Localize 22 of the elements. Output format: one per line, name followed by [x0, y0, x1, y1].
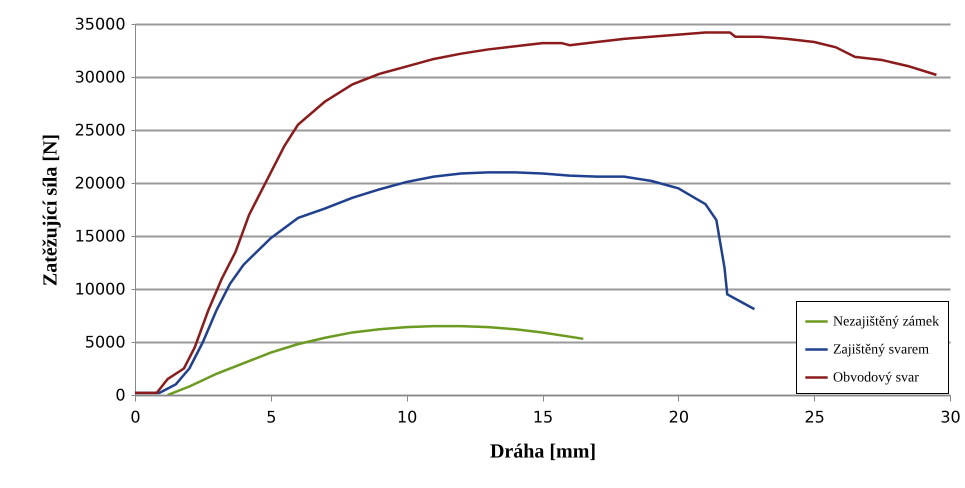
line-series — [166, 324, 584, 395]
y-tick-label: 15000 — [74, 226, 126, 246]
x-tick-label: 5 — [266, 408, 276, 426]
y-tick-label: 0 — [115, 386, 126, 404]
x-tick-label: 25 — [804, 408, 825, 426]
y-tick-label: 25000 — [74, 120, 126, 140]
x-tick-label: 15 — [532, 408, 554, 426]
y-tick-label: 30000 — [74, 68, 126, 86]
legend-label: Nezajištěný zámek — [833, 314, 940, 330]
y-tick-label: 10000 — [74, 280, 126, 298]
x-tick-label: 0 — [130, 408, 141, 426]
legend-label: Obvodový svar — [833, 370, 920, 386]
y-tick-label: 5000 — [84, 332, 126, 352]
x-tick-label: 30 — [940, 408, 961, 426]
y-tick-label: 20000 — [74, 174, 126, 192]
x-tick-label: 10 — [396, 408, 418, 426]
y-axis-title: Zatěžující síla [N] — [40, 134, 62, 286]
x-axis-title: Dráha [mm] — [490, 440, 596, 462]
legend-label: Zajištěný svarem — [833, 342, 930, 358]
line-series — [135, 31, 938, 394]
y-tick-label: 35000 — [74, 14, 126, 34]
x-tick-label: 20 — [668, 408, 690, 426]
